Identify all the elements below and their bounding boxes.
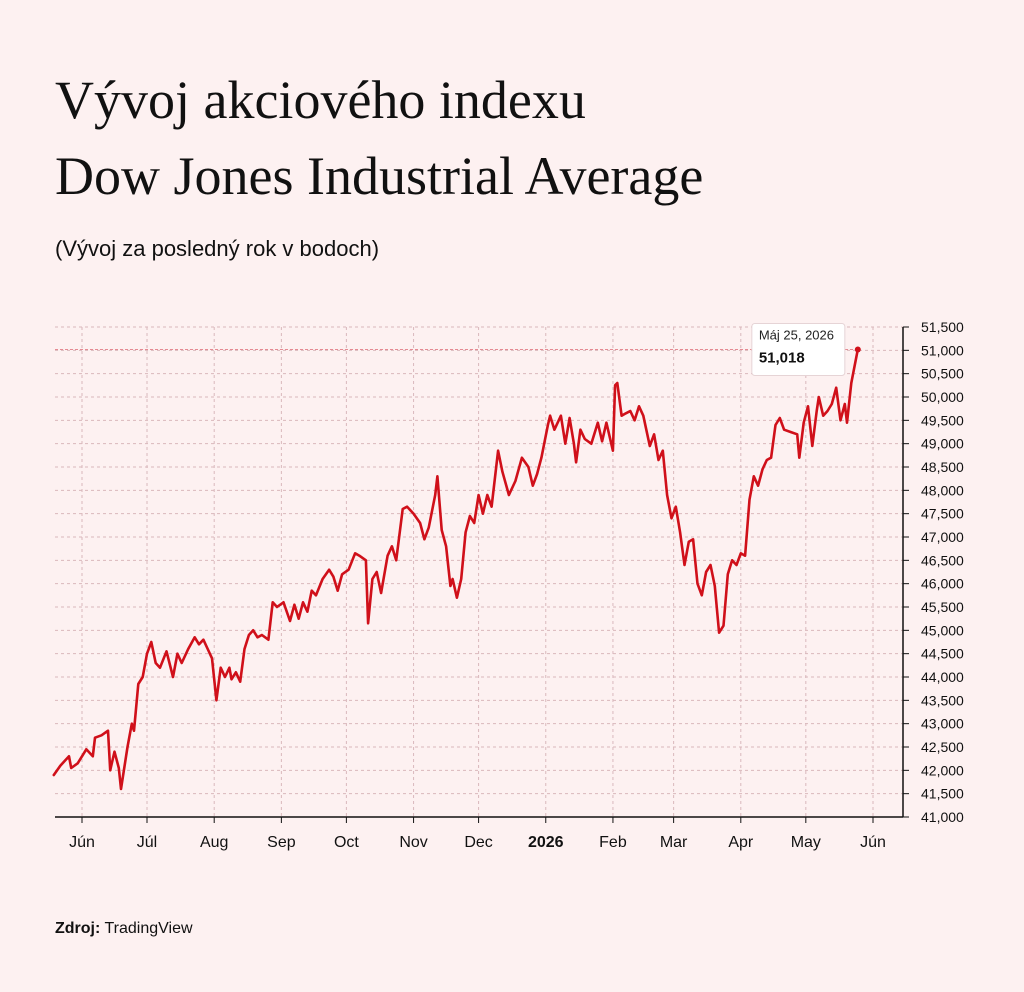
x-tick-label: May bbox=[791, 834, 821, 851]
chart-title: Vývoj akciového indexu Dow Jones Industr… bbox=[55, 62, 703, 214]
y-tick-label: 44,500 bbox=[921, 646, 964, 662]
y-tick-label: 43,500 bbox=[921, 692, 964, 708]
y-tick-label: 49,500 bbox=[921, 412, 964, 428]
y-tick-label: 51,500 bbox=[921, 319, 964, 335]
dow-jones-series-line bbox=[52, 348, 860, 791]
y-tick-label: 45,000 bbox=[921, 622, 964, 638]
tooltip: Máj 25, 2026 51,018 bbox=[751, 322, 846, 376]
y-tick-label: 43,000 bbox=[921, 716, 964, 732]
chart-title-line-2: Dow Jones Industrial Average bbox=[55, 146, 704, 206]
x-tick-label: 2026 bbox=[528, 834, 564, 851]
y-tick-label: 46,500 bbox=[921, 552, 964, 568]
y-tick-label: 46,000 bbox=[921, 576, 964, 592]
y-tick-label: 49,000 bbox=[921, 436, 964, 452]
tooltip-box bbox=[751, 322, 846, 376]
y-tick-label: 45,500 bbox=[921, 599, 964, 615]
y-tick-label: 50,500 bbox=[921, 366, 964, 382]
x-tick-label: Oct bbox=[334, 834, 359, 851]
x-tick-label: Dec bbox=[464, 834, 492, 851]
y-tick-label: 51,000 bbox=[921, 342, 964, 358]
y-tick-label: 47,500 bbox=[921, 506, 964, 522]
x-tick-label: Jún bbox=[69, 834, 95, 851]
x-tick-label: Aug bbox=[200, 834, 228, 851]
tooltip-date: Máj 25, 2026 bbox=[759, 327, 834, 342]
y-tick-label: 47,000 bbox=[921, 529, 964, 545]
x-tick-label: Júl bbox=[137, 834, 157, 851]
y-tick-label: 41,000 bbox=[921, 809, 964, 825]
x-tick-label: Jún bbox=[860, 834, 886, 851]
last-point-marker[interactable] bbox=[854, 346, 861, 353]
x-tick-label: Nov bbox=[399, 834, 427, 851]
x-tick-label: Sep bbox=[267, 834, 296, 851]
source-name: TradingView bbox=[104, 920, 193, 937]
y-tick-label: 48,000 bbox=[921, 482, 964, 498]
x-tick-label: Apr bbox=[728, 834, 754, 851]
source-label: Zdroj: bbox=[55, 920, 101, 937]
y-tick-label: 50,000 bbox=[921, 389, 964, 405]
x-tick-label: Feb bbox=[599, 834, 627, 851]
y-tick-label: 42,000 bbox=[921, 762, 964, 778]
y-tick-label: 44,000 bbox=[921, 669, 964, 685]
tooltip-value: 51,018 bbox=[759, 349, 805, 366]
line-chart: 41,000 41,500 42,000 42,500 43,000 43,500 44,0… bbox=[52, 319, 964, 851]
chart-title-line-1: Vývoj akciového indexu bbox=[55, 70, 586, 130]
y-tick-label: 41,500 bbox=[921, 786, 964, 802]
source-note: Zdroj: TradingView bbox=[55, 920, 193, 938]
y-tick-label: 48,500 bbox=[921, 459, 964, 475]
x-tick-label: Mar bbox=[660, 834, 688, 851]
chart-subtitle: (Vývoj za posledný rok v bodoch) bbox=[55, 236, 380, 261]
y-tick-label: 42,500 bbox=[921, 739, 964, 755]
